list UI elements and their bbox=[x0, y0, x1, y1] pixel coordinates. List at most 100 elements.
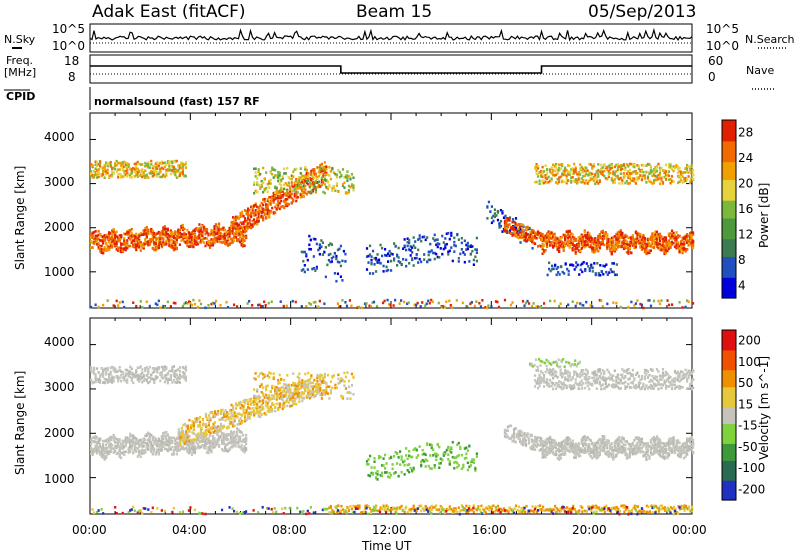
echo-cell bbox=[304, 271, 306, 274]
echo-cell bbox=[497, 219, 499, 222]
echo-cell bbox=[575, 168, 577, 171]
echo-cell bbox=[453, 237, 455, 240]
echo-cell bbox=[668, 170, 670, 173]
echo-cell bbox=[633, 163, 635, 166]
echo-cell bbox=[612, 301, 614, 304]
echo-cell bbox=[464, 261, 466, 264]
echo-cell bbox=[551, 265, 553, 268]
echo-cell bbox=[441, 253, 443, 256]
echo-cell bbox=[420, 240, 422, 243]
echo-cell bbox=[611, 177, 613, 180]
echo-cell bbox=[543, 170, 545, 173]
echo-cell bbox=[224, 237, 226, 240]
echo-cell bbox=[197, 306, 199, 309]
echo-cell bbox=[458, 260, 460, 263]
echo-cell bbox=[648, 299, 650, 302]
power-ylabel: Slant Range [km] bbox=[13, 166, 27, 270]
echo-cell bbox=[373, 263, 375, 266]
echo-cell bbox=[687, 175, 689, 178]
echo-cell bbox=[319, 300, 321, 303]
echo-cell bbox=[659, 182, 661, 185]
echo-cell bbox=[307, 179, 309, 182]
echo-cell bbox=[629, 247, 631, 250]
echo-cell bbox=[297, 191, 299, 194]
echo-cell bbox=[176, 247, 178, 250]
echo-cell bbox=[270, 211, 272, 214]
echo-cell bbox=[102, 252, 104, 255]
echo-cell bbox=[227, 306, 229, 309]
echo-cell bbox=[215, 300, 217, 303]
echo-cell bbox=[491, 205, 493, 208]
echo-cell bbox=[340, 245, 342, 248]
echo-cell bbox=[432, 301, 434, 304]
echo-cell bbox=[578, 273, 580, 276]
echo-cell bbox=[270, 203, 272, 206]
echo-cell bbox=[262, 219, 264, 222]
echo-cell bbox=[600, 164, 602, 167]
echo-cell bbox=[600, 299, 602, 302]
echo-cell bbox=[447, 253, 449, 256]
echo-cell bbox=[487, 304, 489, 307]
echo-cell bbox=[256, 181, 258, 184]
echo-cell bbox=[413, 264, 415, 267]
echo-cell bbox=[561, 163, 563, 166]
echo-cell bbox=[270, 182, 272, 185]
mhz-label: [MHz] bbox=[4, 66, 36, 79]
echo-cell bbox=[105, 242, 107, 245]
echo-cell bbox=[572, 300, 574, 303]
echo-cell bbox=[636, 299, 638, 302]
echo-cell bbox=[690, 236, 692, 239]
echo-cell bbox=[678, 167, 680, 170]
echo-cell bbox=[450, 234, 452, 237]
echo-cell bbox=[314, 269, 316, 272]
echo-cell bbox=[288, 203, 290, 206]
echo-cell bbox=[568, 270, 570, 273]
echo-cell bbox=[248, 300, 250, 303]
echo-cell bbox=[153, 450, 155, 453]
echo-cell bbox=[158, 300, 160, 303]
echo-cell bbox=[574, 268, 576, 271]
echo-cell bbox=[438, 302, 440, 305]
echo-cell bbox=[421, 301, 423, 304]
echo-cell bbox=[575, 238, 577, 241]
echo-cell bbox=[476, 237, 478, 240]
echo-cell bbox=[665, 239, 667, 242]
echo-cell bbox=[473, 259, 475, 262]
echo-cell bbox=[328, 166, 330, 169]
echo-cell bbox=[162, 238, 164, 241]
echo-cell bbox=[434, 258, 436, 261]
echo-cell bbox=[147, 229, 149, 232]
echo-cell bbox=[522, 300, 524, 303]
echo-cell bbox=[602, 166, 604, 169]
echo-cell bbox=[292, 300, 294, 303]
echo-cell bbox=[283, 305, 285, 308]
echo-cell bbox=[582, 179, 584, 182]
echo-cell bbox=[123, 453, 125, 456]
echo-cell bbox=[440, 247, 442, 250]
echo-cell bbox=[578, 178, 580, 181]
echo-cell bbox=[258, 171, 260, 174]
echo-cell bbox=[608, 271, 610, 274]
colorbar-tick: 4 bbox=[738, 278, 746, 292]
echo-cell bbox=[183, 228, 185, 231]
echo-cell bbox=[228, 235, 230, 238]
echo-cell bbox=[595, 272, 597, 275]
echo-cell bbox=[333, 185, 335, 188]
echo-cell bbox=[665, 236, 667, 239]
echo-cell bbox=[99, 438, 101, 441]
echo-cell bbox=[387, 260, 389, 263]
echo-cell bbox=[305, 305, 307, 308]
echo-cell bbox=[519, 231, 521, 234]
echo-cell bbox=[375, 257, 377, 260]
echo-cell bbox=[597, 173, 599, 176]
echo-cell bbox=[152, 452, 154, 455]
echo-cell bbox=[279, 172, 281, 175]
echo-cell bbox=[150, 160, 152, 163]
echo-cell bbox=[286, 167, 288, 170]
echo-cell bbox=[535, 237, 537, 240]
echo-cell bbox=[644, 176, 646, 179]
echo-cell bbox=[182, 168, 184, 171]
echo-cell bbox=[314, 238, 316, 241]
echo-cell bbox=[531, 305, 533, 308]
